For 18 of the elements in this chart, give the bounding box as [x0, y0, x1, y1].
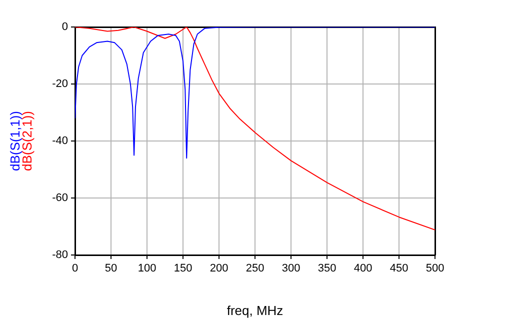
x-tick-label: 150 — [174, 262, 192, 275]
x-tick-label: 450 — [390, 262, 408, 275]
y-tick-label: 0 — [62, 21, 68, 34]
x-tick-label: 400 — [354, 262, 372, 275]
x-axis-title: freq, MHz — [226, 302, 284, 318]
x-tick-label: 300 — [282, 262, 300, 275]
x-tick-label: 200 — [210, 262, 228, 275]
x-tick-label: 50 — [104, 262, 118, 275]
text: dB(S(1,1)) — [8, 111, 23, 171]
x-tick-label: 350 — [318, 262, 336, 275]
x-tick-label: 100 — [138, 262, 156, 275]
x-tick-label: 0 — [72, 262, 78, 275]
y-tick-label: -80 — [52, 249, 68, 262]
y-tick-label: -40 — [52, 135, 68, 148]
y-tick-label: -60 — [52, 192, 68, 204]
x-tick-label: 250 — [246, 262, 264, 275]
y-tick-label: -20 — [52, 78, 68, 90]
x-tick-label: 500 — [426, 262, 444, 275]
